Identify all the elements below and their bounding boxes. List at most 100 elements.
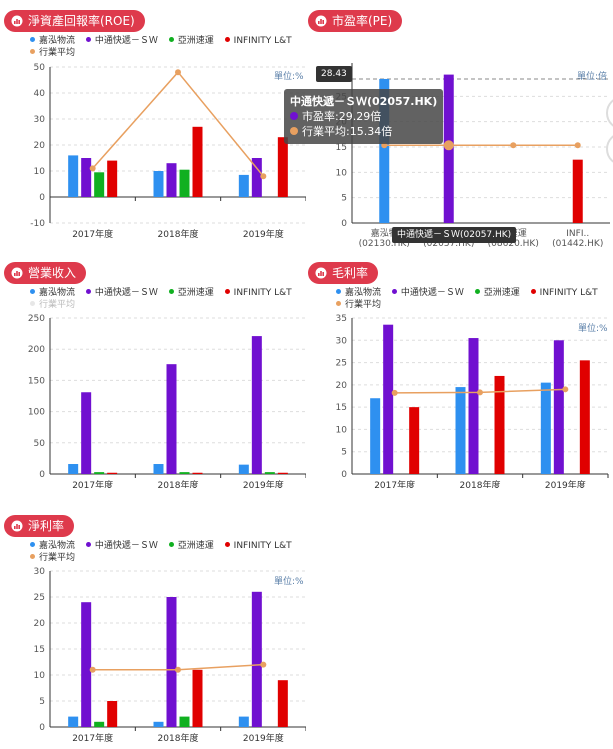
y-tick-label: 0 [39,470,45,480]
y-tick-label: 10 [34,167,46,177]
legend-item-a[interactable]: 嘉泓物流 [336,287,381,299]
legend-item-c[interactable]: 亞洲速運 [168,35,214,47]
bar [179,716,190,727]
x-tick-label: 2019年度 [243,479,284,488]
y-tick-label: 0 [39,193,45,203]
bar [153,171,164,197]
net-margin-panel: 淨利率 嘉泓物流 中通快遞－ＳＷ 亞洲速運 INFINITY L&T 行業平均 … [0,515,306,749]
bar [540,382,551,474]
bar [192,472,203,474]
legend-item-c[interactable]: 亞洲速運 [168,540,214,552]
net-margin-unit: 單位:% [274,577,304,587]
bar [107,701,118,727]
bar [153,464,164,474]
y-tick-label: 150 [28,376,45,386]
legend-item-avg[interactable]: 行業平均 [30,552,75,564]
bar [251,158,262,197]
pe-unit: 單位:倍 [577,72,608,82]
bar [277,472,288,474]
x-tick-label: 2017年度 [72,479,113,488]
bar [494,375,505,474]
bar [166,364,177,474]
tooltip-line-2: 行業平均:15.34倍 [290,124,437,139]
pe-axis-value-tag: 28.43 [316,66,352,82]
bar [409,407,420,474]
legend-item-b[interactable]: 中通快遞－ＳＷ [85,287,158,299]
legend-item-d[interactable]: INFINITY L&T [224,35,292,47]
legend-item-c[interactable]: 亞洲速運 [474,287,520,299]
legend-item-a[interactable]: 嘉泓物流 [30,540,75,552]
bar [153,721,164,727]
x-tick-label: INFI.. [566,229,589,239]
pe-title: 市盈率(PE) [332,14,393,28]
net-margin-title-badge[interactable]: 淨利率 [4,515,75,537]
bar [81,392,92,474]
bar [370,398,381,474]
avg-point [89,165,96,172]
legend-item-d[interactable]: INFINITY L&T [224,287,292,299]
gross-margin-legend: 嘉泓物流 中通快遞－ＳＷ 亞洲速運 INFINITY L&T 行業平均 [336,287,606,311]
roe-chart: -10 0 10 20 30 40 50 2017年度 2018年度 2019年度 [30,63,306,240]
bar [379,78,390,223]
gross-margin-title-badge[interactable]: 毛利率 [308,262,379,284]
avg-point [175,666,181,673]
gross-margin-unit: 單位:% [578,324,608,334]
bar [579,360,590,474]
revenue-title-badge[interactable]: 營業收入 [4,262,87,284]
x-tick-label: 2018年度 [158,479,199,488]
bar [94,721,105,727]
y-tick-label: 100 [28,408,45,418]
legend-item-avg[interactable]: 行業平均 [30,299,75,311]
legend-item-d[interactable]: INFINITY L&T [224,540,292,552]
legend-item-avg[interactable]: 行業平均 [336,299,381,311]
bar [277,680,288,727]
avg-point [574,142,581,149]
bar [166,597,177,727]
net-margin-chart: 0 5 10 15 20 25 30 2017年度 2018年度 2019年度 [34,567,306,744]
x-tick-label: (02057.HK) [423,239,474,249]
bar [192,669,203,727]
bar [251,336,262,474]
bar [468,338,479,474]
bar [179,472,190,474]
x-tick-label: 2019年度 [243,732,284,744]
revenue-title: 營業收入 [28,266,77,280]
avg-point [260,661,267,668]
bar [455,387,466,474]
avg-point [391,389,398,396]
pe-tooltip: 中通快遞－ＳＷ(02057.HK) 市盈率:29.29倍 行業平均:15.34倍 [284,89,444,144]
y-tick-label: 15 [336,403,347,413]
legend-item-b[interactable]: 中通快遞－ＳＷ [85,540,158,552]
legend-item-b[interactable]: 中通快遞－ＳＷ [85,35,158,47]
bar [107,160,118,197]
tooltip-title: 中通快遞－ＳＷ(02057.HK) [290,95,438,108]
tooltip-line-1: 市盈率:29.29倍 [290,109,437,124]
y-tick-label: 25 [34,593,45,603]
bar [68,155,79,197]
bar [107,472,118,474]
legend-item-b[interactable]: 中通快遞－ＳＷ [391,287,464,299]
bar [238,464,249,474]
legend-item-avg[interactable]: 行業平均 [30,47,75,59]
legend-item-a[interactable]: 嘉泓物流 [30,35,75,47]
x-tick-label: 2018年度 [460,479,501,488]
x-tick-label: 2017年度 [72,732,113,744]
bar [94,472,105,474]
chart-icon [315,267,327,279]
roe-title-badge[interactable]: 淨資產回報率(ROE) [4,10,145,32]
pe-title-badge[interactable]: 市盈率(PE) [308,10,403,32]
roe-legend: 嘉泓物流 中通快遞－ＳＷ 亞洲速運 INFINITY L&T 行業平均 [30,35,300,59]
legend-item-c[interactable]: 亞洲速運 [168,287,214,299]
x-tick-label: 嘉泓物 [371,227,398,239]
y-tick-label: 35 [336,314,347,324]
bar [192,126,203,197]
legend-item-d[interactable]: INFINITY L&T [530,287,598,299]
y-tick-label: 0 [39,723,45,733]
bar [81,158,92,197]
bar [81,602,92,727]
legend-item-a[interactable]: 嘉泓物流 [30,287,75,299]
bar [251,591,262,727]
y-tick-label: 10 [34,671,46,681]
y-tick-label: 50 [34,439,46,449]
y-tick-label: 25 [336,359,347,369]
